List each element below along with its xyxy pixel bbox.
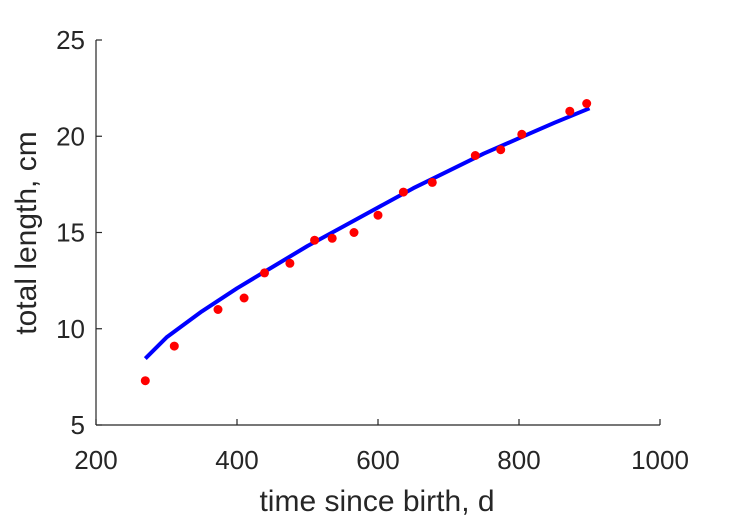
y-tick-label: 20	[56, 121, 85, 151]
x-tick-label: 200	[74, 445, 117, 475]
fit-line	[143, 106, 591, 361]
x-tick-label: 800	[497, 445, 540, 475]
plot-area	[140, 99, 592, 386]
data-point	[427, 177, 437, 187]
data-point	[140, 376, 150, 386]
data-point	[239, 293, 249, 303]
data-point	[582, 99, 592, 108]
data-point	[565, 106, 575, 116]
x-axis-label: time since birth, d	[259, 485, 494, 518]
data-point	[398, 187, 408, 197]
data-point	[169, 341, 179, 351]
y-tick-label: 5	[71, 410, 85, 440]
y-ticks: 5 10 15 20 25	[56, 25, 102, 440]
data-point	[285, 258, 295, 268]
data-point	[517, 129, 527, 139]
axes	[95, 40, 660, 426]
data-point	[470, 151, 480, 160]
data-point	[260, 268, 269, 278]
data-point	[373, 210, 383, 220]
data-point	[327, 233, 337, 243]
y-tick-label: 10	[56, 314, 85, 344]
x-tick-label: 400	[215, 445, 258, 475]
y-tick-label: 25	[56, 25, 85, 55]
data-point	[349, 228, 359, 237]
data-point	[496, 145, 506, 155]
x-ticks: 200 400 600 800 1000	[74, 419, 689, 475]
data-point	[213, 305, 223, 314]
data-point	[310, 235, 320, 245]
x-tick-label: 1000	[631, 445, 689, 475]
y-axis-label: total length, cm	[10, 131, 43, 334]
x-tick-label: 600	[356, 445, 399, 475]
y-tick-label: 15	[56, 218, 85, 248]
